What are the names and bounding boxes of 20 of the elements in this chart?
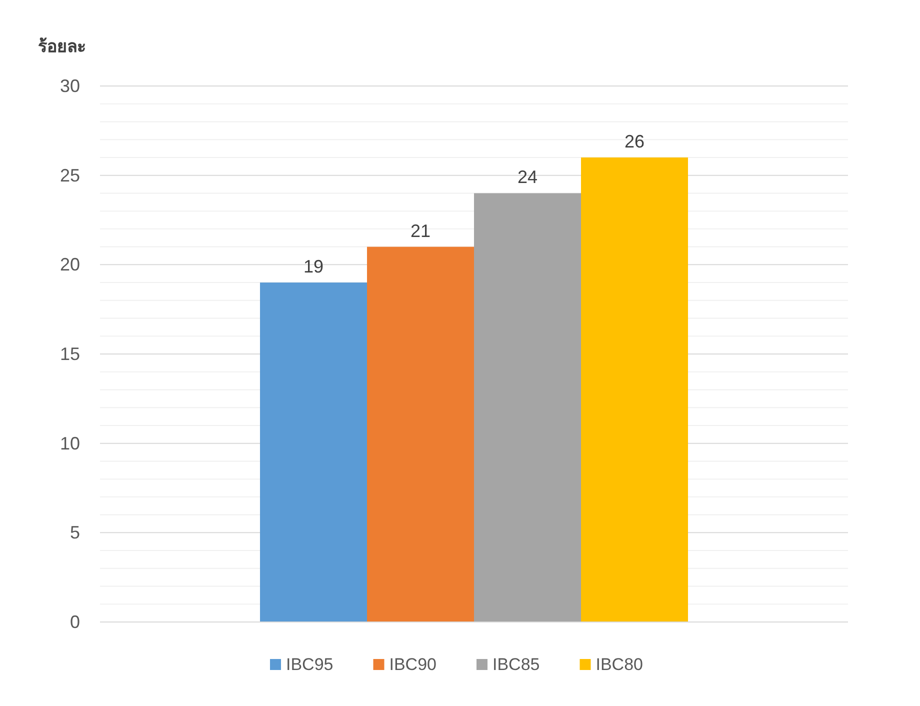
y-tick-label: 10: [60, 433, 80, 454]
y-tick-label: 15: [60, 344, 80, 364]
legend-label: IBC85: [492, 655, 540, 674]
data-label: 24: [517, 167, 538, 188]
legend-label: IBC90: [389, 655, 436, 674]
data-label: 26: [624, 131, 645, 152]
data-label: 19: [303, 256, 324, 277]
y-tick-label: 5: [70, 522, 80, 543]
y-tick-label: 30: [60, 76, 80, 96]
y-tick-label: 20: [60, 254, 80, 275]
y-tick-label: 25: [60, 165, 80, 186]
y-tick-label: 0: [70, 612, 80, 632]
data-label: 21: [410, 220, 431, 241]
bar: [260, 282, 367, 622]
legend-label: IBC95: [286, 655, 334, 674]
legend-label: IBC80: [596, 655, 643, 674]
bar: [474, 193, 581, 622]
y-axis-title: ร้อยละ: [38, 37, 86, 56]
bar: [367, 246, 474, 622]
bar: [581, 157, 688, 622]
